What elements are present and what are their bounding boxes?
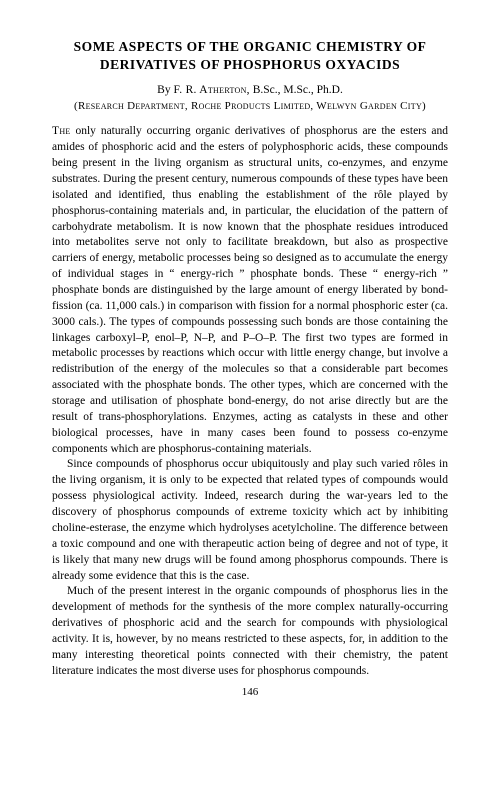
- byline: By F. R. Atherton, B.Sc., M.Sc., Ph.D.: [52, 84, 448, 96]
- title-line-2: DERIVATIVES OF PHOSPHORUS OXYACIDS: [100, 57, 400, 72]
- para1-rest: only naturally occurring organic derivat…: [52, 125, 448, 454]
- para1-dropword: The: [52, 125, 71, 137]
- paragraph-1: The only naturally occurring organic der…: [52, 124, 448, 457]
- title-line-1: SOME ASPECTS OF THE ORGANIC CHEMISTRY OF: [74, 39, 427, 54]
- page-container: SOME ASPECTS OF THE ORGANIC CHEMISTRY OF…: [0, 0, 500, 718]
- paragraph-3: Much of the present interest in the orga…: [52, 584, 448, 679]
- byline-prefix: By: [157, 84, 173, 96]
- affiliation: (Research Department, Roche Products Lim…: [52, 100, 448, 112]
- article-title: SOME ASPECTS OF THE ORGANIC CHEMISTRY OF…: [52, 38, 448, 74]
- paragraph-2: Since compounds of phosphorus occur ubiq…: [52, 457, 448, 584]
- author-degrees: B.Sc., M.Sc., Ph.D.: [250, 84, 343, 96]
- author-name: F. R. Atherton,: [173, 84, 249, 96]
- page-number: 146: [52, 686, 448, 698]
